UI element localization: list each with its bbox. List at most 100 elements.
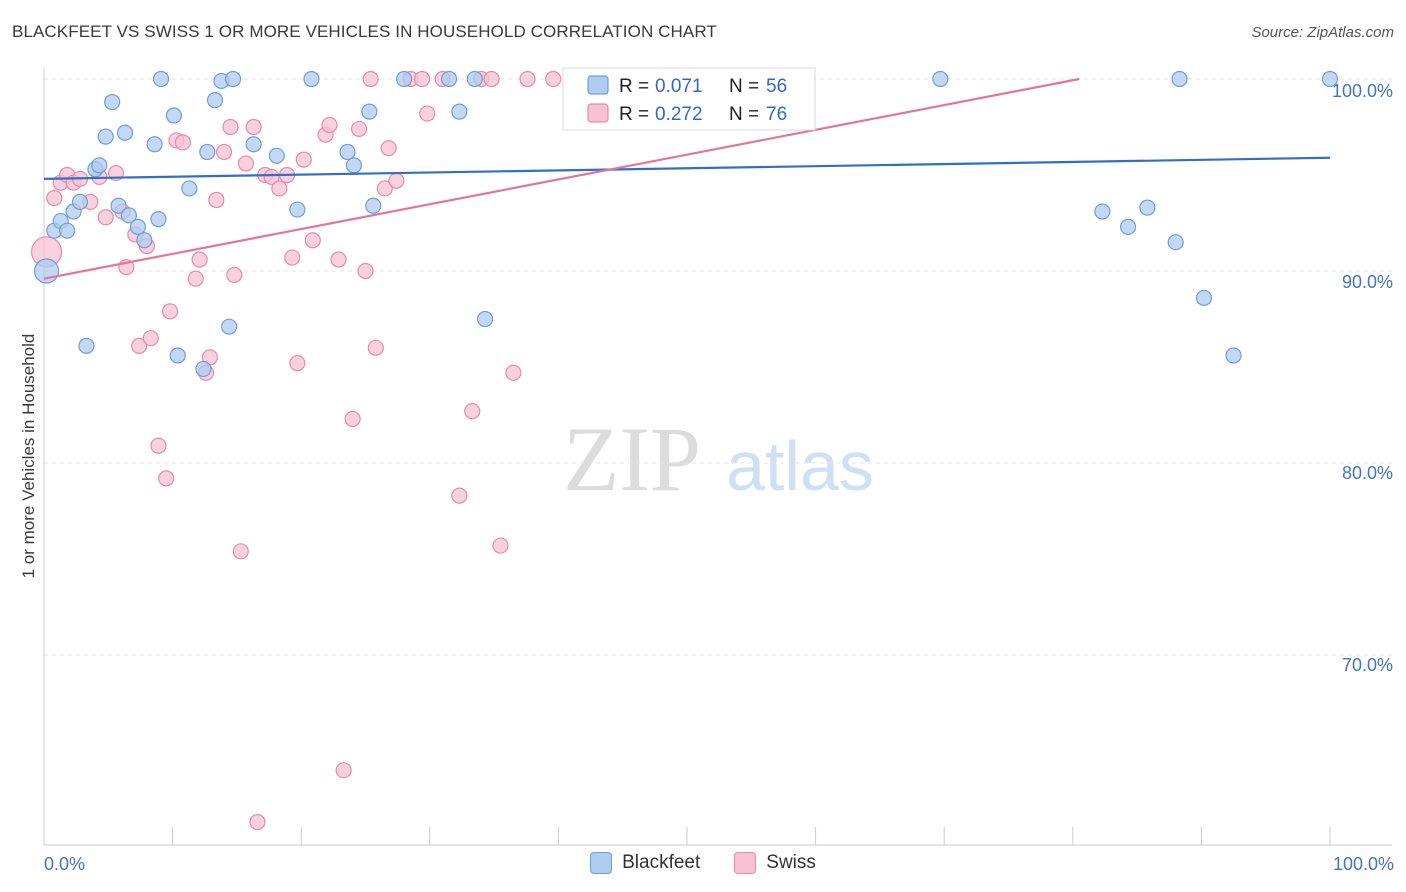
legend-item-swiss: Swiss (734, 852, 816, 874)
legend-swatch-blackfeet (587, 75, 609, 95)
blackfeet-point (1094, 203, 1111, 220)
swiss-point (419, 105, 436, 122)
x-axis-ticks (43, 827, 1331, 845)
blackfeet-point (165, 107, 182, 124)
swiss-point (357, 262, 374, 280)
swiss-point (335, 762, 352, 779)
swiss-point (245, 118, 262, 136)
swiss-point (174, 134, 191, 151)
legend-r-label-2: R = (619, 104, 649, 125)
swiss-point (367, 339, 384, 356)
blackfeet-point (110, 197, 127, 214)
blackfeet-point (169, 347, 186, 364)
x-tick-label-min: 0.0% (44, 854, 85, 874)
legend-n-label-2: N = (729, 104, 759, 125)
blackfeet-point (451, 103, 468, 120)
swiss-point (142, 330, 159, 347)
blackfeet-point (97, 128, 114, 145)
swiss-point (289, 355, 306, 372)
legend-r-label-1: R = (619, 76, 649, 97)
swiss-point (131, 337, 148, 354)
gridlines (44, 78, 1392, 656)
swiss-point (344, 410, 361, 427)
blackfeet-swatch (590, 852, 613, 874)
swiss-point (519, 70, 536, 88)
legend-r-value-2: 0.272 (655, 104, 703, 125)
blackfeet-point (224, 70, 242, 88)
blackfeet-point (59, 222, 76, 239)
watermark: ZIP atlas (563, 408, 874, 510)
legend-n-value-1: 56 (766, 76, 787, 97)
swiss-point (362, 70, 379, 88)
swiss-point (215, 143, 233, 161)
blackfeet-point (71, 193, 89, 210)
blackfeet-point (1167, 234, 1184, 251)
blackfeet-point (1139, 199, 1156, 216)
blackfeet-point (1321, 70, 1339, 88)
swiss-trend-line (43, 77, 1080, 280)
legend-n-label-1: N = (729, 76, 759, 97)
blackfeet-point (466, 70, 483, 88)
blackfeet-point (152, 70, 170, 88)
y-tick-label-100: 100.0% (1332, 81, 1393, 101)
blackfeet-point (345, 157, 363, 174)
blackfeet-point (245, 136, 262, 153)
blackfeet-point (150, 211, 167, 228)
swiss-point (46, 189, 63, 207)
blackfeet-point (339, 143, 356, 161)
swiss-point (505, 364, 522, 381)
blackfeet-point (1195, 289, 1213, 306)
blackfeet-point (146, 136, 163, 153)
blackfeet-point (395, 70, 413, 88)
swiss-point (237, 155, 255, 172)
legend-item-blackfeet: Blackfeet (590, 852, 700, 874)
swiss-point (376, 180, 393, 197)
y-tick-labels: 70.0% 80.0% 90.0% 100.0% (1332, 81, 1393, 675)
swiss-point (295, 151, 312, 168)
swiss-point (97, 209, 114, 226)
swiss-point (187, 270, 204, 287)
watermark-zip: ZIP (563, 408, 701, 510)
swiss-point (330, 251, 347, 268)
blackfeet-point (91, 157, 108, 174)
blackfeet-points (33, 70, 1339, 378)
correlation-legend: R = 0.071 N = 56 R = 0.272 N = 76 (562, 67, 816, 131)
blackfeet-point (1119, 218, 1137, 235)
blackfeet-point (440, 70, 458, 88)
swiss-point (545, 70, 562, 88)
blackfeet-point (199, 143, 216, 161)
swiss-point (350, 120, 368, 138)
blackfeet-point (120, 207, 137, 224)
swiss-point (232, 543, 249, 560)
swiss-point (263, 168, 280, 186)
swiss-point (413, 70, 431, 88)
chart-title: BLACKFEET VS SWISS 1 OR MORE VEHICLES IN… (12, 22, 717, 41)
y-tick-label-90: 90.0% (1342, 272, 1393, 292)
blackfeet-point (33, 258, 60, 284)
swiss-point (158, 470, 175, 487)
source-note: Source: ZipAtlas.com (1251, 24, 1394, 41)
blackfeet-point (78, 337, 95, 354)
blackfeet-point (116, 124, 134, 141)
swiss-point (161, 303, 179, 320)
blackfeet-point (221, 318, 238, 335)
blackfeet-point (289, 201, 306, 218)
swiss-point (249, 813, 266, 831)
blackfeet-point (361, 103, 378, 120)
legend-label-swiss: Swiss (766, 852, 816, 873)
y-tick-label-70: 70.0% (1342, 655, 1393, 675)
legend-swatch-swiss (587, 103, 609, 123)
blackfeet-point (268, 147, 285, 164)
legend-label-blackfeet: Blackfeet (622, 852, 701, 873)
swiss-point (321, 116, 338, 134)
legend-n-value-2: 76 (766, 104, 787, 125)
blackfeet-point (476, 310, 494, 328)
swiss-point (226, 266, 243, 283)
swiss-point (150, 437, 167, 454)
blackfeet-point (104, 93, 121, 111)
swiss-point (451, 487, 468, 504)
y-tick-label-80: 80.0% (1342, 463, 1393, 483)
blackfeet-point (136, 232, 153, 249)
y-axis-title: 1 or more Vehicles in Household (19, 334, 38, 579)
